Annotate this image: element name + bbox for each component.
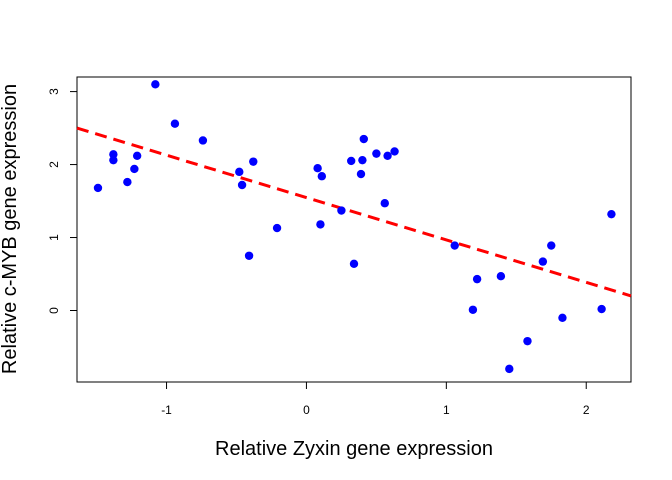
x-tick-label: -1 <box>161 403 172 417</box>
y-tick-label: 1 <box>47 234 61 241</box>
data-point <box>151 80 160 89</box>
data-point <box>450 241 459 250</box>
data-point <box>198 136 208 145</box>
plot-frame <box>76 76 632 383</box>
x-tick-label: 0 <box>303 403 310 417</box>
data-point <box>472 274 482 284</box>
data-point <box>390 147 399 156</box>
regression-line <box>76 126 632 298</box>
data-point <box>249 157 258 166</box>
data-point <box>170 119 180 128</box>
y-tick-label: 0 <box>47 307 61 314</box>
data-point <box>93 183 103 193</box>
data-point <box>468 305 478 314</box>
data-point <box>132 151 142 161</box>
data-point <box>496 271 506 281</box>
data-point <box>607 209 616 219</box>
axes: -1 0 1 2 0 1 2 3 <box>47 88 590 417</box>
data-point <box>109 150 118 159</box>
trendline-group <box>76 126 632 298</box>
x-axis-title: Relative Zyxin gene expression <box>215 438 493 460</box>
data-point <box>109 155 118 165</box>
x-tick-label: 1 <box>443 403 450 417</box>
data-point <box>356 169 366 179</box>
data-point <box>313 164 322 173</box>
data-point <box>337 206 346 215</box>
data-point <box>380 199 389 208</box>
data-point <box>505 364 514 374</box>
data-point <box>347 156 356 166</box>
data-point <box>523 336 532 346</box>
data-point <box>538 257 548 266</box>
y-tick-label: 3 <box>47 88 61 95</box>
data-point <box>317 172 327 181</box>
data-point <box>558 313 567 322</box>
data-point <box>349 259 359 268</box>
data-point <box>272 223 282 233</box>
data-point <box>130 164 139 174</box>
y-axis-title: Relative c-MYB gene expression <box>0 84 21 374</box>
x-tick-label: 2 <box>583 403 590 417</box>
data-point <box>359 134 368 144</box>
data-point <box>597 304 606 314</box>
data-point <box>237 180 247 190</box>
data-point <box>358 155 367 165</box>
data-point <box>316 220 325 229</box>
y-tick-label: 2 <box>47 161 61 168</box>
data-point <box>383 151 392 161</box>
data-point <box>235 167 244 177</box>
data-point <box>123 177 132 187</box>
data-point <box>547 241 556 250</box>
points-group <box>93 80 616 374</box>
data-point <box>244 251 254 260</box>
data-point <box>372 149 381 158</box>
